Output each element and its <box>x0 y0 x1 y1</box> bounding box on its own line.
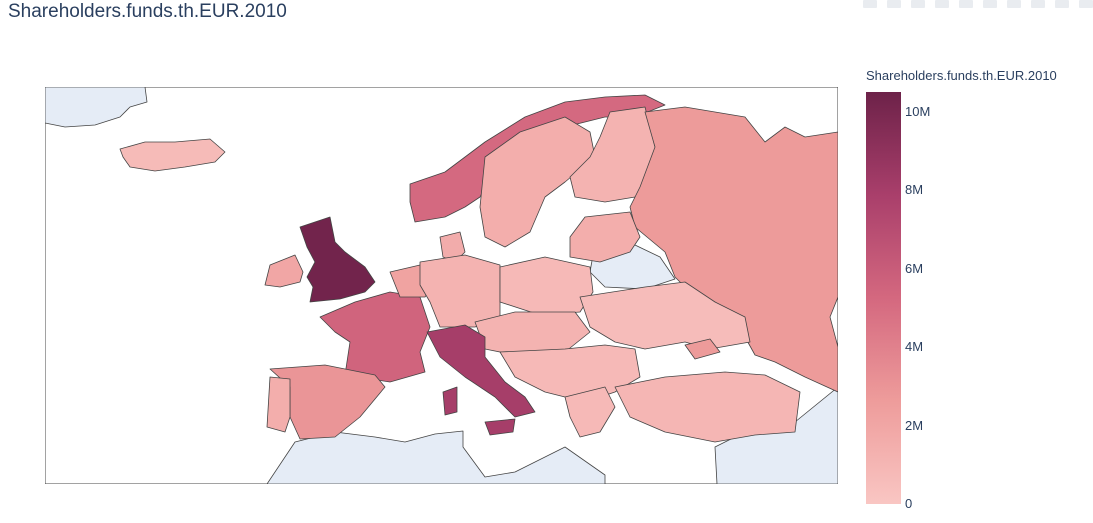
camera-icon[interactable] <box>863 0 877 8</box>
region-uk <box>299 216 376 303</box>
region-turkey <box>614 371 801 443</box>
colorbar-tick-label: 4M <box>905 339 924 355</box>
pan-icon[interactable] <box>911 0 925 8</box>
region-sweden <box>479 116 596 248</box>
colorbar <box>866 92 901 504</box>
colorbar-tick-label: 6M <box>905 260 924 276</box>
colorbar-tick-label: 10M <box>905 103 931 119</box>
colorbar-tick-label: 0 <box>905 496 913 511</box>
plotly-logo-icon[interactable] <box>1079 0 1093 8</box>
colorbar-tick-label: 2M <box>905 417 924 433</box>
region-crimea <box>684 338 721 360</box>
select-icon[interactable] <box>935 0 949 8</box>
lasso-icon[interactable] <box>959 0 973 8</box>
region-central-europe <box>474 311 591 358</box>
modebar <box>863 0 1093 10</box>
region-africa <box>266 430 606 484</box>
region-sicily <box>484 418 516 436</box>
region-norway <box>409 94 666 223</box>
colorbar-title: Shareholders.funds.th.EUR.2010 <box>866 68 1057 83</box>
zoom-in-icon[interactable] <box>983 0 997 8</box>
region-greenland <box>45 87 148 128</box>
region-iceland <box>119 138 226 172</box>
region-baltics <box>569 211 641 263</box>
colorbar-tick-label: 8M <box>905 182 924 198</box>
home-icon[interactable] <box>1055 0 1069 8</box>
region-italy <box>426 324 536 418</box>
map-plot[interactable] <box>45 87 838 484</box>
zoom-out-icon[interactable] <box>1007 0 1021 8</box>
zoom-icon[interactable] <box>887 0 901 8</box>
region-poland <box>499 256 594 316</box>
region-greece <box>564 386 616 438</box>
region-ukraine <box>579 281 751 350</box>
chart-title: Shareholders.funds.th.EUR.2010 <box>8 1 287 22</box>
region-portugal <box>266 376 291 433</box>
region-france <box>319 291 431 383</box>
region-sardinia <box>442 386 458 416</box>
reset-icon[interactable] <box>1031 0 1045 8</box>
region-ireland <box>264 254 304 288</box>
